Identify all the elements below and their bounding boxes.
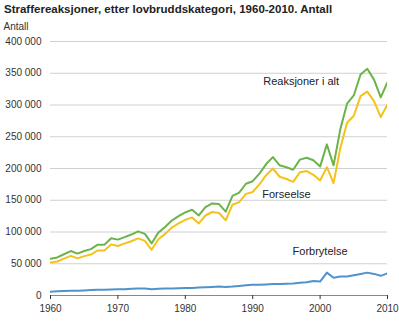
svg-text:Forbrytelse: Forbrytelse [293,245,348,257]
svg-text:Reaksjoner i alt: Reaksjoner i alt [263,75,339,87]
svg-text:Forseelse: Forseelse [262,187,310,199]
svg-text:1980: 1980 [174,303,197,314]
svg-text:0: 0 [36,290,42,301]
svg-text:1960: 1960 [39,303,62,314]
svg-text:1970: 1970 [107,303,130,314]
svg-text:300 000: 300 000 [5,99,42,110]
svg-text:100 000: 100 000 [5,226,42,237]
svg-text:400 000: 400 000 [5,36,42,47]
svg-text:1990: 1990 [242,303,265,314]
svg-text:350 000: 350 000 [5,67,42,78]
svg-text:Antall: Antall [4,21,29,32]
svg-text:250 000: 250 000 [5,131,42,142]
svg-text:2000: 2000 [309,303,332,314]
svg-text:50 000: 50 000 [11,258,42,269]
svg-text:200 000: 200 000 [5,163,42,174]
svg-text:150 000: 150 000 [5,194,42,205]
svg-text:2010: 2010 [376,303,399,314]
html-text:Straffereaksjoner, etter lovbr: Straffereaksjoner, etter lovbruddskatego… [4,3,333,15]
